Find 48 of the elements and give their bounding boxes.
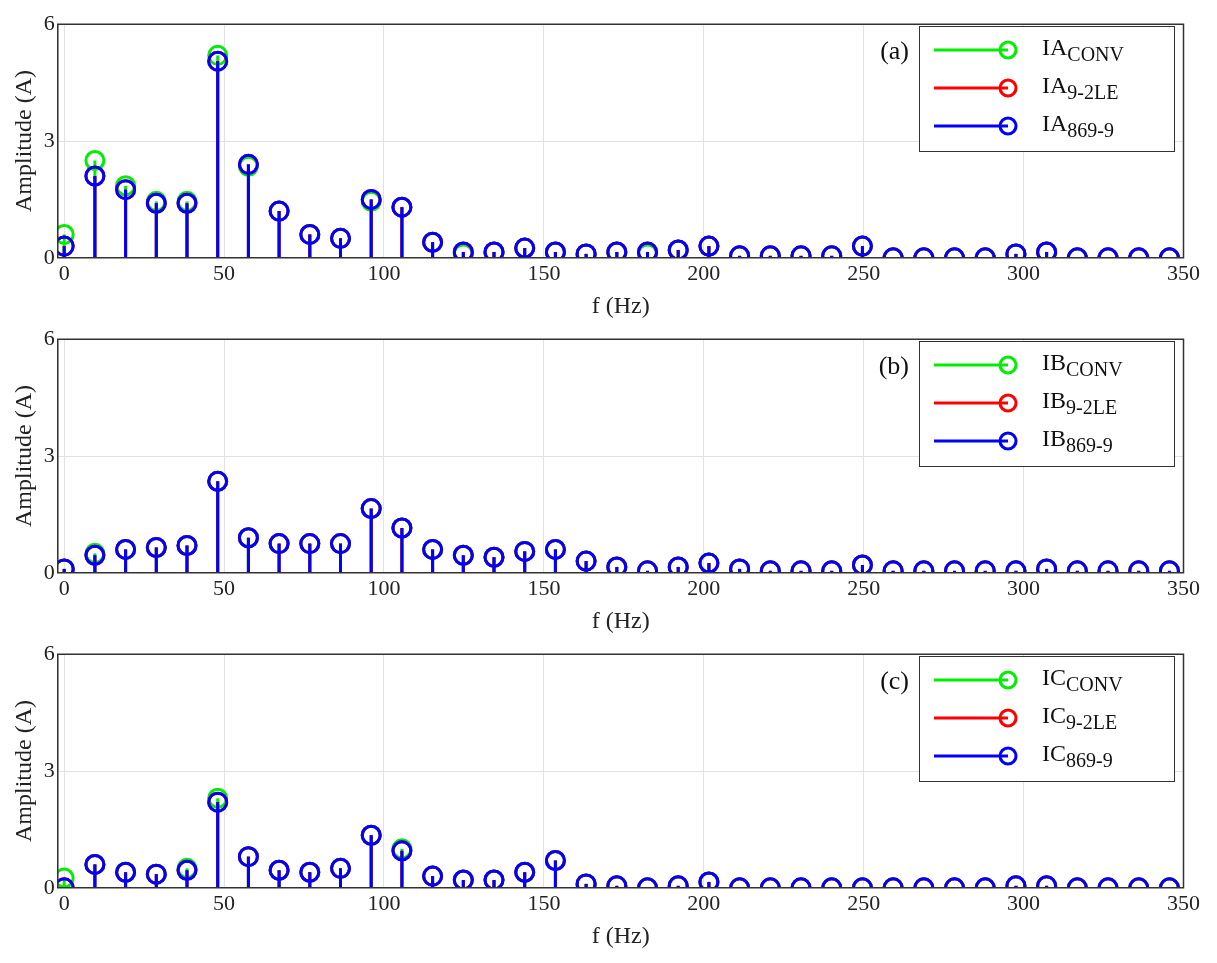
x-tick-label: 350 — [1167, 259, 1200, 285]
legend-label: IA$_{869-9}$ — [1042, 110, 1115, 142]
x-tick-label: 100 — [367, 574, 401, 600]
y-axis-title: Amplitude (A) — [9, 700, 36, 842]
y-tick-label: 0 — [43, 558, 55, 584]
y-tick-label: 3 — [43, 126, 55, 152]
legend-label: IC$_{CONV}$ — [1042, 664, 1124, 696]
x-tick-label: 200 — [687, 889, 721, 915]
y-tick-label: 3 — [43, 441, 55, 467]
x-tick-label: 150 — [527, 574, 561, 600]
y-tick-label: 0 — [43, 243, 55, 269]
y-tick-label: 3 — [43, 756, 55, 782]
x-tick-label: 250 — [847, 259, 881, 285]
x-tick-label: 150 — [527, 889, 561, 915]
y-tick-label: 6 — [43, 324, 55, 350]
legend-label: IB$_{9-2LE}$ — [1042, 387, 1119, 419]
x-tick-label: 50 — [213, 259, 236, 285]
x-tick-label: 200 — [687, 259, 721, 285]
x-axis-title: f (Hz) — [591, 606, 650, 633]
legend-label: IA$_{CONV}$ — [1042, 34, 1125, 66]
x-tick-label: 350 — [1167, 574, 1200, 600]
legend-label: IB$_{CONV}$ — [1042, 349, 1124, 381]
legend-label: IB$_{869-9}$ — [1042, 425, 1114, 457]
x-tick-label: 300 — [1007, 259, 1041, 285]
x-tick-label: 300 — [1007, 889, 1041, 915]
y-tick-label: 6 — [43, 9, 55, 35]
x-tick-label: 100 — [367, 889, 401, 915]
annotation: (c) — [880, 666, 909, 696]
legend-label: IA$_{9-2LE}$ — [1042, 72, 1120, 104]
x-axis-title: f (Hz) — [591, 291, 650, 318]
y-axis-title: Amplitude (A) — [9, 385, 36, 527]
y-tick-label: 0 — [43, 873, 55, 899]
x-tick-label: 250 — [847, 889, 881, 915]
x-axis-title: f (Hz) — [591, 921, 650, 948]
annotation: (a) — [880, 36, 909, 66]
x-tick-label: 100 — [367, 259, 401, 285]
annotation: (b) — [878, 351, 909, 381]
x-tick-label: 50 — [213, 574, 236, 600]
legend-label: IC$_{9-2LE}$ — [1042, 702, 1119, 734]
x-tick-label: 200 — [687, 574, 721, 600]
x-tick-label: 250 — [847, 574, 881, 600]
x-tick-label: 300 — [1007, 574, 1041, 600]
x-tick-label: 350 — [1167, 889, 1200, 915]
x-tick-label: 150 — [527, 259, 561, 285]
x-tick-label: 50 — [213, 889, 236, 915]
y-axis-title: Amplitude (A) — [9, 70, 36, 212]
legend-label: IC$_{869-9}$ — [1042, 740, 1114, 772]
y-tick-label: 6 — [43, 639, 55, 665]
